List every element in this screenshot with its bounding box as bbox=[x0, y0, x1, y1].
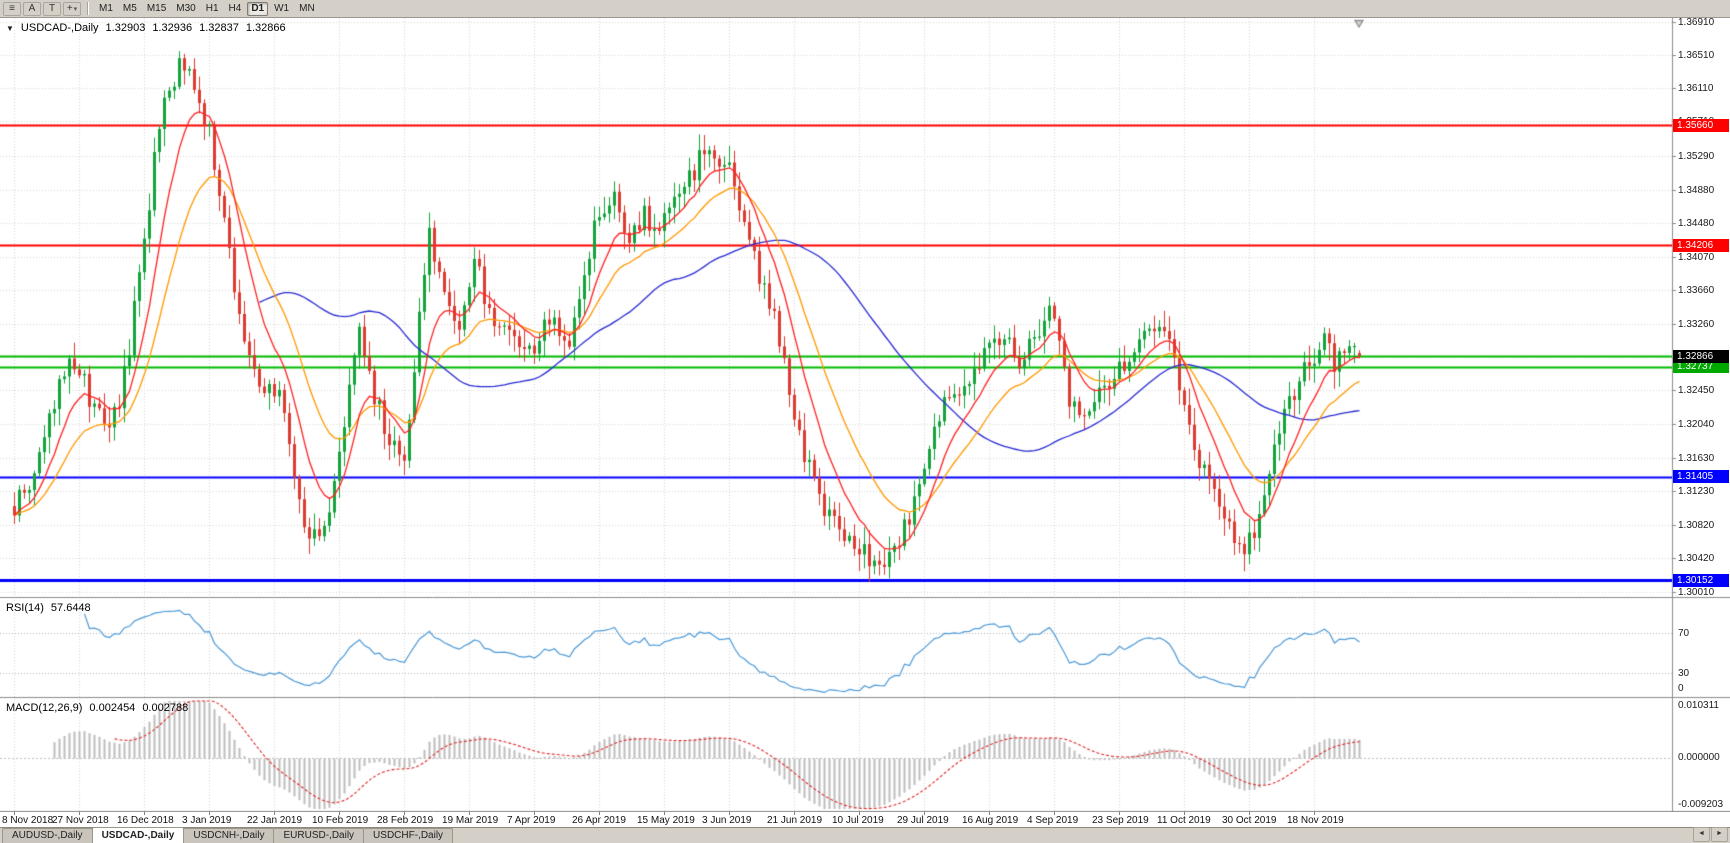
crosshair-icon: + bbox=[66, 3, 73, 14]
tabs-scroll-left-button[interactable]: ◄ bbox=[1693, 827, 1710, 842]
time-axis-label: 11 Oct 2019 bbox=[1157, 815, 1211, 826]
time-axis-label: 3 Jun 2019 bbox=[702, 815, 752, 826]
time-axis-label: 8 Nov 2018 bbox=[2, 815, 54, 826]
letter-a-icon: A bbox=[28, 3, 36, 14]
tab-label: USDCAD-,Daily bbox=[101, 830, 175, 841]
timeframe-h4-button[interactable]: H4 bbox=[228, 3, 242, 14]
time-axis-label: 16 Aug 2019 bbox=[962, 815, 1019, 826]
time-axis-label: 27 Nov 2018 bbox=[52, 815, 109, 826]
time-tick-mark bbox=[1249, 812, 1250, 815]
time-tick-mark bbox=[729, 812, 730, 815]
time-axis-label: 28 Feb 2019 bbox=[377, 815, 434, 826]
timeframe-m5-button[interactable]: M5 bbox=[122, 3, 137, 14]
time-tick-mark bbox=[274, 812, 275, 815]
time-tick-mark bbox=[664, 812, 665, 815]
time-tick-mark bbox=[794, 812, 795, 815]
timeframe-w1-button[interactable]: W1 bbox=[274, 3, 290, 14]
time-axis-label: 22 Jan 2019 bbox=[247, 815, 303, 826]
menu-icon: ≡ bbox=[9, 3, 15, 14]
time-axis-label: 29 Jul 2019 bbox=[897, 815, 949, 826]
tab-eurusd-daily[interactable]: EURUSD-,Daily bbox=[273, 828, 365, 843]
time-tick-mark bbox=[79, 812, 80, 815]
time-axis-label: 21 Jun 2019 bbox=[767, 815, 823, 826]
timeframe-m1-button[interactable]: M1 bbox=[99, 3, 113, 14]
time-axis-label: 15 May 2019 bbox=[637, 815, 695, 826]
time-axis-label: 30 Oct 2019 bbox=[1222, 815, 1277, 826]
time-tick-mark bbox=[1184, 812, 1185, 815]
tab-label: EURUSD-,Daily bbox=[283, 830, 355, 841]
time-axis-label: 4 Sep 2019 bbox=[1027, 815, 1079, 826]
time-axis-label: 23 Sep 2019 bbox=[1092, 815, 1149, 826]
time-tick-mark bbox=[404, 812, 405, 815]
time-axis-label: 18 Nov 2019 bbox=[1287, 815, 1344, 826]
toolbar: ≡ A T + ▾ M1 M5 M15 M30 H1 H4 D1 W1 MN bbox=[0, 0, 1730, 18]
tab-usdcad-daily[interactable]: USDCAD-,Daily bbox=[91, 827, 185, 843]
time-axis-label: 10 Jul 2019 bbox=[832, 815, 884, 826]
time-axis-label: 26 Apr 2019 bbox=[572, 815, 626, 826]
time-axis-label: 10 Feb 2019 bbox=[312, 815, 369, 826]
time-tick-mark bbox=[339, 812, 340, 815]
letter-t-icon: T bbox=[48, 3, 56, 14]
timeframe-m15-button[interactable]: M15 bbox=[146, 3, 167, 14]
time-tick-mark bbox=[1119, 812, 1120, 815]
time-axis[interactable]: 8 Nov 2018 27 Nov 2018 16 Dec 2018 3 Jan 20… bbox=[0, 812, 1730, 827]
timeframe-m30-button[interactable]: M30 bbox=[176, 3, 196, 14]
cursor-tool-button[interactable]: + ▾ bbox=[63, 1, 81, 16]
price-chart-canvas[interactable] bbox=[0, 18, 1730, 812]
tab-usdchf-daily[interactable]: USDCHF-,Daily bbox=[363, 828, 454, 843]
time-axis-label: 3 Jan 2019 bbox=[182, 815, 232, 826]
time-axis-label: 7 Apr 2019 bbox=[507, 815, 556, 826]
time-axis-label: 19 Mar 2019 bbox=[442, 815, 499, 826]
time-tick-mark bbox=[14, 812, 15, 815]
tab-label: AUDUSD-,Daily bbox=[12, 830, 83, 841]
time-tick-mark bbox=[859, 812, 860, 815]
tab-label: USDCNH-,Daily bbox=[193, 830, 265, 841]
toolbar-separator bbox=[87, 2, 89, 15]
time-tick-mark bbox=[144, 812, 145, 815]
time-tick-mark bbox=[469, 812, 470, 815]
time-tick-mark bbox=[599, 812, 600, 815]
time-tick-mark bbox=[534, 812, 535, 815]
time-tick-mark bbox=[1054, 812, 1055, 815]
time-tick-mark bbox=[989, 812, 990, 815]
timeframe-d1-button[interactable]: D1 bbox=[247, 1, 269, 16]
annotation-a-button[interactable]: A bbox=[23, 1, 41, 16]
time-tick-mark bbox=[1314, 812, 1315, 815]
time-axis-label: 16 Dec 2018 bbox=[117, 815, 174, 826]
tab-label: USDCHF-,Daily bbox=[373, 830, 444, 841]
tabs-scroll-right-button[interactable]: ► bbox=[1711, 827, 1728, 842]
tab-usdcnh-daily[interactable]: USDCNH-,Daily bbox=[183, 828, 275, 843]
timeframe-h1-button[interactable]: H1 bbox=[205, 3, 219, 14]
chart-tab-bar: AUDUSD-,Daily USDCAD-,Daily USDCNH-,Dail… bbox=[0, 827, 1730, 843]
charts-menu-button[interactable]: ≡ bbox=[3, 1, 21, 16]
time-tick-mark bbox=[924, 812, 925, 815]
tab-audusd-daily[interactable]: AUDUSD-,Daily bbox=[2, 828, 93, 843]
chart-region: ▼ USDCAD-,Daily 1.32903 1.32936 1.32837 … bbox=[0, 17, 1730, 812]
text-label-button[interactable]: T bbox=[43, 1, 61, 16]
time-tick-mark bbox=[209, 812, 210, 815]
chevron-down-icon: ▾ bbox=[73, 5, 78, 13]
timeframe-mn-button[interactable]: MN bbox=[299, 3, 315, 14]
